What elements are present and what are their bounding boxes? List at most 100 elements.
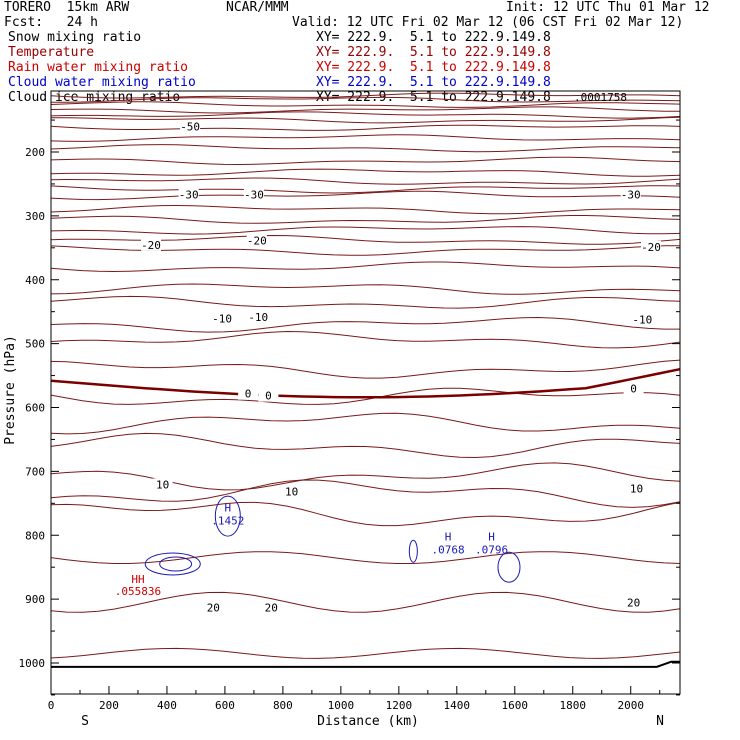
x-end-label-south: S bbox=[81, 714, 89, 729]
temperature-contour-label: -30 bbox=[179, 188, 199, 201]
temperature-contour-line bbox=[50, 295, 681, 309]
temperature-contour-line bbox=[50, 261, 681, 273]
x-tick-label: 1400 bbox=[444, 699, 471, 712]
contour-label-bg bbox=[258, 389, 279, 402]
temperature-contour-label: 10 bbox=[156, 478, 169, 491]
contour-label-bg bbox=[238, 387, 259, 400]
y-axis-label: Pressure (hPa) bbox=[3, 335, 18, 445]
contour-label-bg bbox=[641, 240, 662, 253]
contour-label-bg bbox=[212, 312, 233, 325]
plot-frame bbox=[50, 90, 681, 695]
source-label: NCAR/MMM bbox=[226, 0, 289, 15]
terrain-line bbox=[51, 660, 680, 668]
contour-label-bg bbox=[141, 238, 162, 251]
field-name-temperature: Temperature bbox=[8, 45, 95, 60]
temperature-contour-line bbox=[50, 185, 681, 194]
init-time: Init: 12 UTC Thu 01 Mar 12 bbox=[506, 0, 710, 15]
temperature-contour-line bbox=[50, 168, 681, 177]
cloud-water-max-mark: H bbox=[488, 530, 495, 543]
contour-label-bg bbox=[178, 188, 199, 201]
contour-label-bg bbox=[620, 188, 641, 201]
cloud-water-max-value: .0768 bbox=[432, 543, 465, 556]
temperature-contour-line bbox=[50, 156, 681, 166]
temperature-contour-line bbox=[50, 412, 681, 435]
cloud-water-max-mark: H bbox=[445, 530, 452, 543]
temperature-contour-line bbox=[50, 92, 681, 99]
x-tick-label: 800 bbox=[273, 699, 293, 712]
x-tick-label: 1600 bbox=[502, 699, 529, 712]
temperature-contour-label: 20 bbox=[627, 597, 640, 610]
contour-label-bg bbox=[632, 313, 653, 326]
contour-label-bg bbox=[281, 485, 302, 498]
temperature-contour-line bbox=[50, 283, 681, 295]
cloud-water-contour bbox=[497, 551, 521, 583]
y-tick-label: 1000 bbox=[19, 657, 46, 670]
temperature-contour-label: 20 bbox=[265, 602, 278, 615]
contour-label-bg bbox=[623, 596, 644, 609]
cloud-water-contour bbox=[144, 552, 201, 576]
temperature-contour-line bbox=[51, 116, 681, 124]
contour-label-bg bbox=[626, 482, 647, 495]
field-name-cloud-water: Cloud water mixing ratio bbox=[8, 75, 196, 90]
rain-water-max-mark: HH bbox=[131, 573, 144, 586]
cloud-water-contour bbox=[214, 495, 241, 537]
rain-water-max-value: .055836 bbox=[115, 585, 161, 598]
contour-label-bg bbox=[243, 188, 264, 201]
y-tick-label: 700 bbox=[25, 465, 45, 478]
y-tick-label: 300 bbox=[25, 210, 45, 223]
temperature-contour-label: -50 bbox=[180, 121, 200, 134]
y-tick-label: 400 bbox=[25, 274, 45, 287]
cloud-water-contour bbox=[408, 539, 418, 563]
contour-label-bg bbox=[623, 382, 644, 395]
x-tick-label: 400 bbox=[157, 699, 177, 712]
x-tick-label: 1000 bbox=[328, 699, 355, 712]
temperature-contour-label: 10 bbox=[285, 485, 298, 498]
temperature-contour-line bbox=[50, 432, 681, 459]
y-tick-label: 900 bbox=[25, 593, 45, 606]
temperature-contour-label: -20 bbox=[247, 234, 267, 247]
y-tick-label: 800 bbox=[25, 529, 45, 542]
contour-label-bg bbox=[261, 601, 282, 614]
cloud-water-contour bbox=[159, 556, 193, 572]
x-tick-label: 200 bbox=[99, 699, 119, 712]
field-name-rain: Rain water mixing ratio bbox=[8, 60, 189, 75]
temperature-contour-line bbox=[50, 204, 681, 215]
chart-axes: 0 200 400 600 800 1000 1200 1400 1600 1800 2000200… bbox=[19, 119, 680, 712]
temperature-contour-line bbox=[50, 215, 681, 224]
forecast-hour: Fcst: 24 h bbox=[4, 15, 98, 30]
temperature-contour-label: -10 bbox=[248, 311, 268, 324]
temperature-contour-line bbox=[50, 647, 681, 659]
temperature-contour-line bbox=[50, 106, 681, 114]
contour-label-bg bbox=[152, 478, 173, 491]
contour-label-bg bbox=[246, 234, 267, 247]
temperature-contour-line bbox=[50, 124, 681, 131]
temperature-contour-line bbox=[50, 551, 681, 564]
temperature-contour-line bbox=[50, 101, 681, 108]
field-xy-temperature: XY= 222.9. 5.1 to 222.9.149.8 bbox=[316, 45, 551, 60]
x-tick-label: 1800 bbox=[560, 699, 587, 712]
temperature-contour-label: 20 bbox=[207, 602, 220, 615]
temperature-contour-label: -10 bbox=[212, 312, 232, 325]
temperature-contour-label: 0 bbox=[630, 383, 637, 396]
temperature-contour-label: 0 bbox=[265, 390, 272, 403]
cloud-water-contours bbox=[144, 495, 521, 583]
contour-label-bg bbox=[180, 120, 201, 133]
y-tick-label: 500 bbox=[25, 338, 45, 351]
temperature-contours bbox=[50, 92, 681, 668]
field-xy-cloud-water: XY= 222.9. 5.1 to 222.9.149.8 bbox=[316, 75, 551, 90]
temperature-contour-line bbox=[50, 144, 681, 153]
cloud-water-max-value: .0796 bbox=[475, 543, 508, 556]
temperature-contour-line bbox=[50, 111, 681, 119]
y-tick-label: 200 bbox=[25, 146, 45, 159]
temperature-contour-label: -20 bbox=[641, 241, 661, 254]
temperature-contour-line bbox=[51, 96, 681, 103]
x-tick-label: 600 bbox=[215, 699, 235, 712]
temperature-contour-line bbox=[50, 330, 681, 349]
temperature-contour-line bbox=[50, 479, 681, 508]
field-name-snow: Snow mixing ratio bbox=[8, 30, 142, 45]
valid-time: Valid: 12 UTC Fri 02 Mar 12 (06 CST Fri … bbox=[292, 15, 684, 30]
corner-max-label: .0001758 bbox=[574, 91, 627, 104]
temperature-contour-line bbox=[50, 190, 681, 201]
